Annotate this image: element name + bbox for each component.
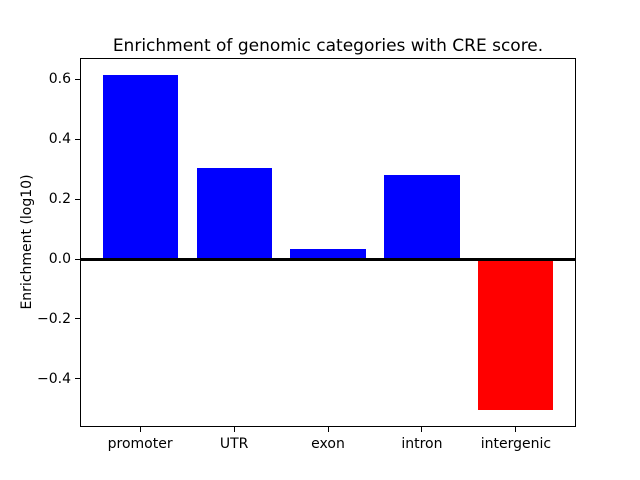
y-tick	[75, 378, 80, 380]
bar-intergenic	[478, 259, 554, 410]
y-tick-label: 0.6	[48, 71, 71, 88]
x-tick	[515, 427, 517, 432]
y-tick	[75, 78, 80, 80]
bar-UTR	[196, 168, 272, 259]
y-tick-label: 0.0	[48, 251, 71, 267]
y-tick-label: 0.4	[48, 131, 71, 148]
x-tick	[327, 427, 329, 432]
x-tick-label-intergenic: intergenic	[480, 436, 552, 452]
y-tick	[75, 198, 80, 200]
x-tick-label-UTR: UTR	[219, 436, 249, 452]
x-tick	[421, 427, 423, 432]
bar-intron	[384, 174, 460, 259]
x-tick	[233, 427, 235, 432]
bar-promoter	[102, 74, 178, 259]
y-tick	[75, 258, 80, 260]
y-tick-label: −0.2	[37, 310, 71, 327]
x-tick-label-promoter: promoter	[107, 436, 173, 452]
x-tick	[139, 427, 141, 432]
y-tick	[75, 138, 80, 140]
chart-title: Enrichment of genomic categories with CR…	[112, 36, 544, 56]
bar-exon	[290, 249, 366, 259]
x-tick-label-exon: exon	[311, 436, 345, 452]
zero-line	[80, 257, 576, 261]
y-tick-label: −0.4	[37, 370, 71, 387]
y-tick	[75, 318, 80, 320]
x-tick-label-intron: intron	[401, 436, 443, 452]
y-tick-label: 0.2	[48, 191, 71, 208]
